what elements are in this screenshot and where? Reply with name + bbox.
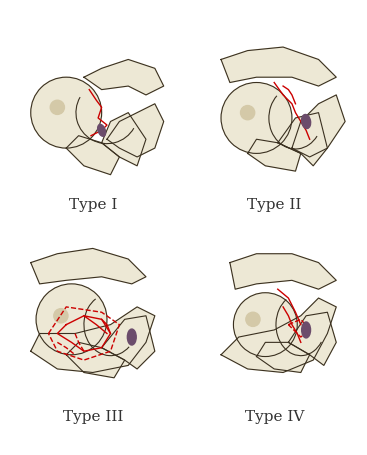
Polygon shape: [221, 298, 336, 373]
Circle shape: [246, 312, 260, 326]
Polygon shape: [66, 136, 119, 175]
Ellipse shape: [302, 322, 310, 338]
Polygon shape: [66, 342, 125, 378]
Text: Type III: Type III: [63, 410, 123, 424]
Polygon shape: [84, 60, 164, 95]
Ellipse shape: [302, 115, 310, 128]
Text: Type IV: Type IV: [244, 410, 304, 424]
Text: Type II: Type II: [247, 198, 301, 212]
Polygon shape: [107, 104, 164, 157]
Polygon shape: [248, 139, 301, 171]
Circle shape: [50, 100, 65, 114]
Polygon shape: [31, 307, 155, 373]
Ellipse shape: [127, 329, 136, 345]
Circle shape: [240, 106, 255, 120]
Text: Type I: Type I: [69, 198, 117, 212]
Polygon shape: [292, 95, 345, 157]
Ellipse shape: [98, 124, 106, 136]
Circle shape: [54, 308, 68, 323]
Circle shape: [221, 82, 292, 153]
Circle shape: [31, 77, 102, 148]
Circle shape: [233, 293, 297, 357]
Polygon shape: [31, 248, 146, 284]
Polygon shape: [102, 316, 155, 369]
Polygon shape: [102, 113, 146, 166]
Polygon shape: [230, 254, 336, 289]
Polygon shape: [288, 312, 336, 365]
Polygon shape: [257, 342, 310, 373]
Circle shape: [36, 284, 107, 355]
Polygon shape: [278, 113, 327, 166]
Polygon shape: [221, 47, 336, 86]
